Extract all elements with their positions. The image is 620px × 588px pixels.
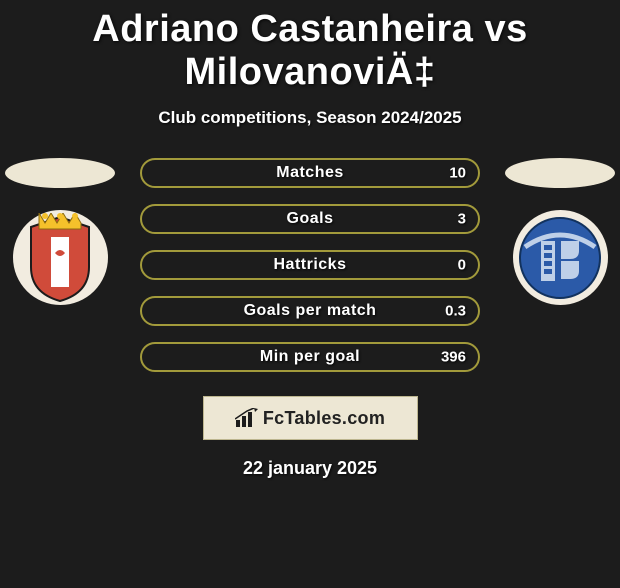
player-right-silhouette [505,158,615,188]
page-title: Adriano Castanheira vs MilovanoviÄ‡ [0,8,620,94]
stat-value-right: 3 [458,211,466,228]
stat-label: Hattricks [274,256,347,274]
snapshot-date: 22 january 2025 [0,458,620,479]
stat-value-right: 0.3 [445,303,466,320]
stat-bars: Matches 10 Goals 3 Hattricks 0 Goals per… [140,158,480,372]
stat-value-right: 0 [458,257,466,274]
stat-row: Goals 3 [140,204,480,234]
club-badge-left [13,210,108,305]
stat-value-right: 10 [449,165,466,182]
vizela-crest-icon [519,217,601,299]
stat-label: Matches [276,164,344,182]
page-subtitle: Club competitions, Season 2024/2025 [0,108,620,128]
branding-text: FcTables.com [263,408,385,429]
stat-value-right: 396 [441,349,466,366]
stat-row: Min per goal 396 [140,342,480,372]
stat-label: Goals [287,210,334,228]
stat-row: Hattricks 0 [140,250,480,280]
club-badge-right [513,210,608,305]
penafiel-crest-icon [21,213,99,303]
stat-row: Matches 10 [140,158,480,188]
stat-label: Goals per match [244,302,377,320]
player-right-column [500,158,620,305]
player-left-silhouette [5,158,115,188]
bar-chart-icon [235,408,259,428]
stat-label: Min per goal [260,348,360,366]
player-left-column [0,158,120,305]
stat-row: Goals per match 0.3 [140,296,480,326]
comparison-panel: Matches 10 Goals 3 Hattricks 0 Goals per… [0,158,620,479]
branding-box: FcTables.com [203,396,418,440]
